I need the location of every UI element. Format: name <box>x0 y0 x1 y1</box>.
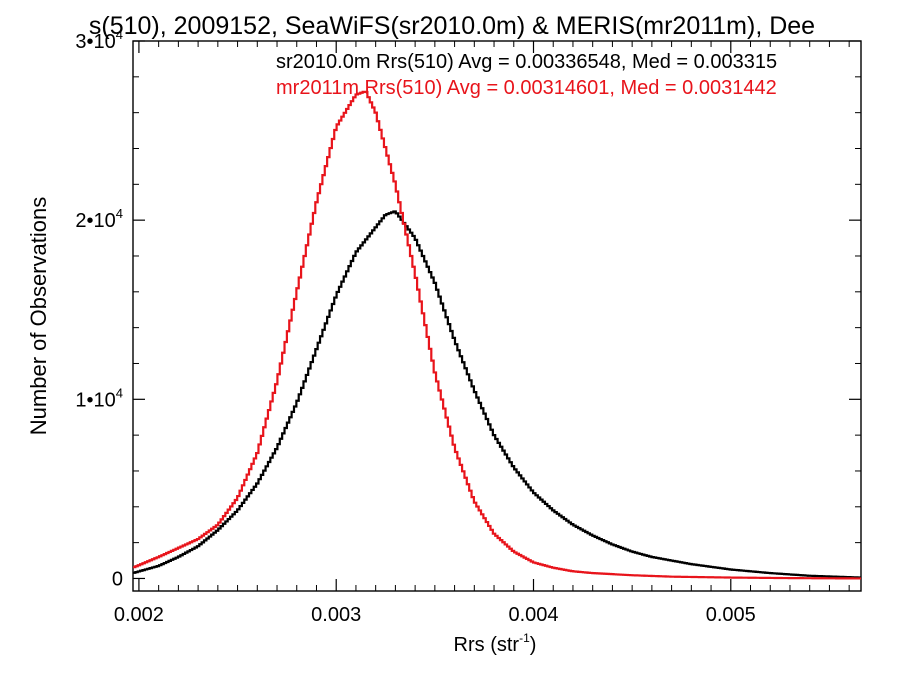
y-tick-label: 1•104 <box>75 385 123 411</box>
y-tick-label: 3•104 <box>75 27 123 53</box>
x-axis-label: Rrs (str-1) <box>454 631 537 656</box>
y-axis-label: Number of Observations <box>26 197 51 435</box>
legend-entry-sr2010: sr2010.0m Rrs(510) Avg = 0.00336548, Med… <box>276 51 777 73</box>
chart-title: s(510), 2009152, SeaWiFS(sr2010.0m) & ME… <box>89 12 815 40</box>
series-group <box>133 90 861 580</box>
x-axis-label-sup: -1 <box>519 631 530 645</box>
x-axis-label-text: Rrs (str <box>454 634 520 656</box>
y-tick-label: 2•104 <box>75 206 123 232</box>
x-tick-label: 0.004 <box>508 604 558 626</box>
x-tick-label: 0.002 <box>114 604 164 626</box>
x-tick-label: 0.003 <box>311 604 361 626</box>
x-axis-label-close: ) <box>530 634 537 656</box>
x-tick-label: 0.005 <box>706 604 756 626</box>
y-axis-ticks: 0 1•104 2•104 3•104 <box>75 27 861 590</box>
legend-entry-mr2011: mr2011m Rrs(510) Avg = 0.00314601, Med =… <box>276 77 777 99</box>
legend: sr2010.0m Rrs(510) Avg = 0.00336548, Med… <box>276 51 777 99</box>
series-mr2011-histogram <box>133 90 861 580</box>
plot-axes <box>132 40 862 592</box>
plot-frame <box>132 40 862 592</box>
series-sr2010-histogram <box>133 210 861 579</box>
y-tick-label: 0 <box>112 568 123 590</box>
x-axis-ticks: 0.002 0.003 0.004 0.005 <box>114 41 850 626</box>
